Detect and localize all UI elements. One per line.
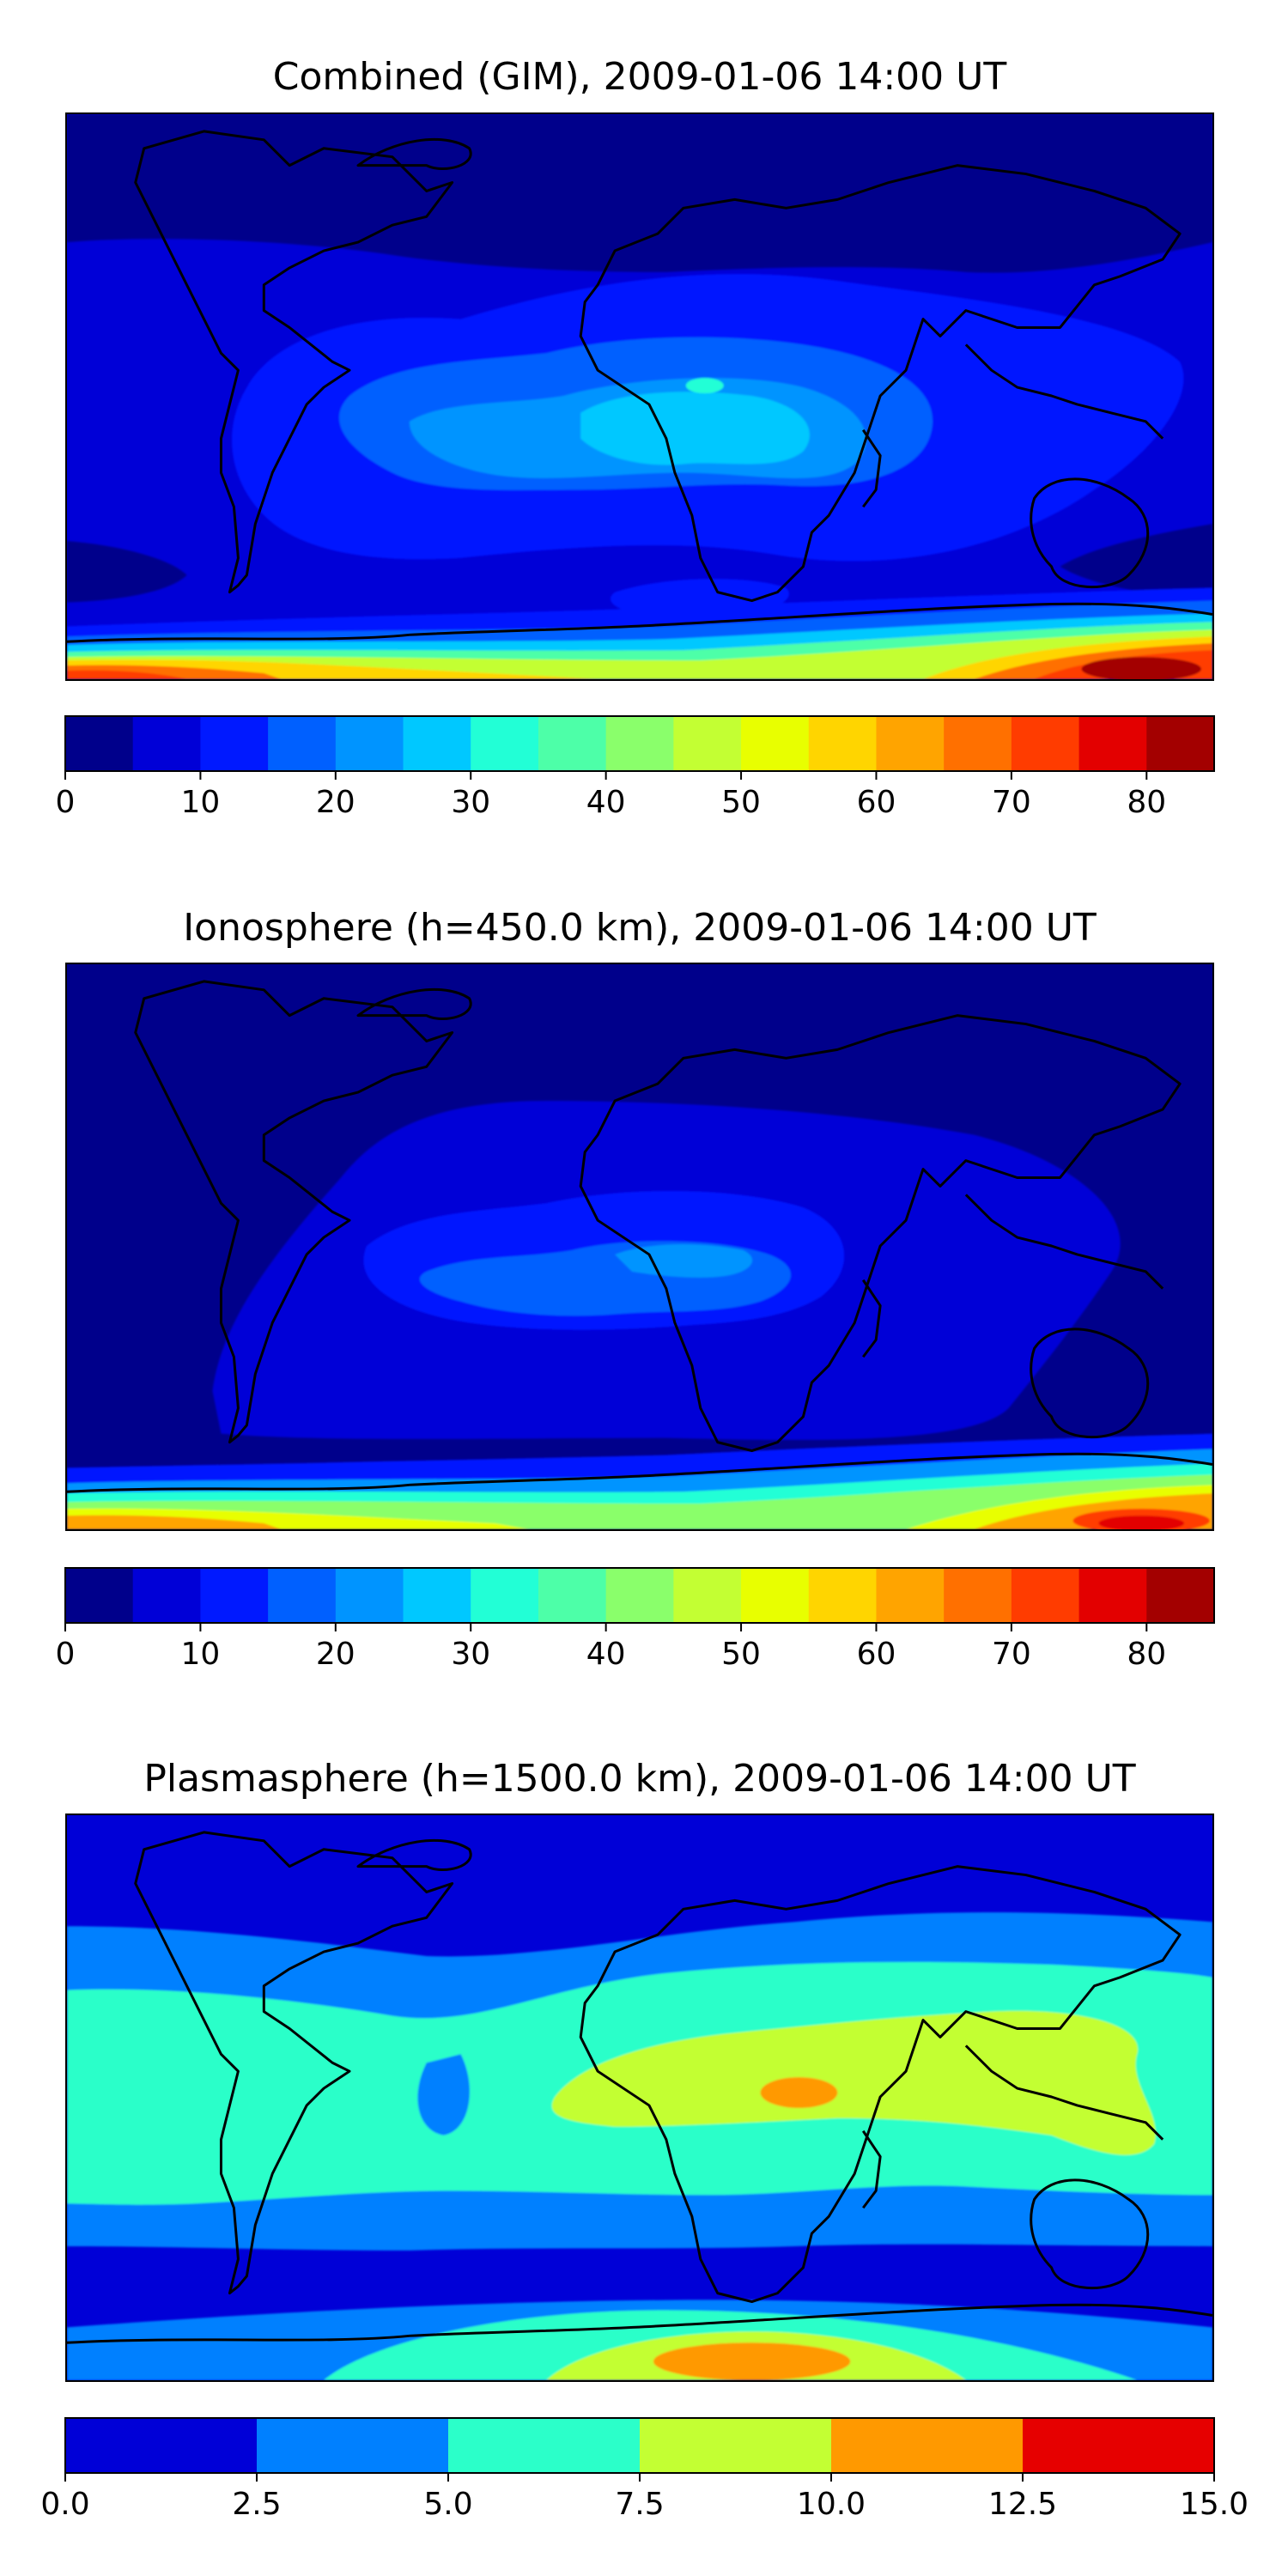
- colorbar-segment: [268, 1568, 337, 1623]
- colorbar-segment: [65, 2418, 258, 2473]
- contour-south-40: [67, 1474, 1212, 1529]
- contour-south-60: [67, 1515, 282, 1529]
- colorbar-segment: [257, 2418, 449, 2473]
- colorbar-segment: [605, 1568, 674, 1623]
- colorbar-segment: [335, 716, 404, 771]
- contour-south-75-east: [1098, 1516, 1185, 1529]
- colorbar-tick-label: 80: [1127, 785, 1166, 820]
- colorbar-tick-label: 0: [56, 785, 76, 820]
- chart-title-ionosphere: Ionosphere (h=450.0 km), 2009-01-06 14:0…: [183, 906, 1097, 950]
- colorbar-segment: [200, 716, 269, 771]
- colorbar-segment: [1023, 2418, 1215, 2473]
- colorbar-tick-label: 10: [181, 785, 221, 820]
- colorbar-tick-label: 12.5: [988, 2487, 1057, 2522]
- colorbar-segment: [876, 716, 945, 771]
- colorbar-segment: [65, 1568, 134, 1623]
- colorbar-segment: [741, 1568, 810, 1623]
- colorbar-tick-label: 70: [992, 1637, 1031, 1672]
- colorbar-segment: [65, 716, 134, 771]
- colorbar-segment: [1011, 1568, 1080, 1623]
- colorbar-segment: [1146, 716, 1215, 771]
- colorbar-frame: [64, 715, 1215, 772]
- colorbar-segment: [1011, 716, 1080, 771]
- colorbar-frame: [64, 1567, 1215, 1624]
- contour-south-10: [653, 2342, 851, 2380]
- colorbar-segment: [471, 1568, 539, 1623]
- colorbar-segment: [335, 1568, 404, 1623]
- contour-level-25: [580, 392, 810, 465]
- contour-low-west: [67, 540, 187, 603]
- colorbar-segment: [403, 716, 471, 771]
- colorbar-tick-label: 30: [451, 1637, 490, 1672]
- colorbar-segment: [605, 716, 674, 771]
- colorbar-ionosphere: 0 10 20 30 40 50 60 70 80: [56, 1567, 1215, 1672]
- contour-south-75: [67, 670, 187, 679]
- colorbar-segment: [876, 1568, 945, 1623]
- colorbar-tick-label: 50: [721, 1637, 761, 1672]
- contour-level-7-5: [551, 2010, 1156, 2155]
- coastlines: [67, 1831, 1212, 2344]
- colorbar-segment: [471, 716, 539, 771]
- colorbar-segment: [132, 716, 201, 771]
- colorbar-segment: [448, 2418, 641, 2473]
- contour-south-80-east: [1081, 657, 1202, 679]
- colorbar-segment: [808, 1568, 877, 1623]
- colorbar-tick-label: 40: [586, 785, 626, 820]
- map-plasmasphere: [65, 1814, 1214, 2382]
- colorbar-tick-label: 20: [316, 785, 355, 820]
- contour-north-polar-cap: [67, 114, 1212, 273]
- contour-low-east: [1060, 524, 1212, 599]
- colorbar-segment: [200, 1568, 269, 1623]
- colorbar-segment: [741, 716, 810, 771]
- coastlines: [67, 130, 1212, 643]
- colorbar-tick-label: 7.5: [615, 2487, 664, 2522]
- colorbar-tick-label: 30: [451, 785, 490, 820]
- colorbar-tick-label: 60: [857, 1637, 896, 1672]
- contour-level-20: [615, 1244, 753, 1278]
- colorbar-segment: [673, 1568, 742, 1623]
- colorbar-tick-label: 2.5: [232, 2487, 281, 2522]
- colorbar-segment: [268, 716, 337, 771]
- colorbar-combined: 0 10 20 30 40 50 60 70 80: [56, 715, 1215, 820]
- colorbar-tick-label: 40: [586, 1637, 626, 1672]
- colorbar-tick-label: 5.0: [423, 2487, 472, 2522]
- colorbar-plasmasphere: 0.0 2.5 5.0 7.5 10.0 12.5 15.0: [40, 2417, 1249, 2522]
- colorbar-tick-label: 0: [56, 1637, 76, 1672]
- map-combined: [65, 112, 1214, 681]
- colorbar-segment: [538, 1568, 607, 1623]
- chart-title-combined: Combined (GIM), 2009-01-06 14:00 UT: [272, 55, 1007, 99]
- colorbar-tick-label: 0.0: [40, 2487, 89, 2522]
- coastlines: [67, 980, 1212, 1493]
- chart-title-plasmasphere: Plasmasphere (h=1500.0 km), 2009-01-06 1…: [143, 1757, 1136, 1801]
- colorbar-segment: [673, 716, 742, 771]
- colorbar-tick-label: 60: [857, 785, 896, 820]
- colorbar-segment: [403, 1568, 471, 1623]
- colorbar-tick-label: 70: [992, 785, 1031, 820]
- colorbar-tick-label: 10: [181, 1637, 221, 1672]
- colorbar-segment: [132, 1568, 201, 1623]
- colorbar-segment: [1078, 1568, 1147, 1623]
- colorbar-segment: [944, 1568, 1012, 1623]
- colorbar-segment: [1146, 1568, 1215, 1623]
- colorbar-segment: [538, 716, 607, 771]
- colorbar-segment: [808, 716, 877, 771]
- colorbar-segment: [831, 2418, 1024, 2473]
- colorbar-segment: [944, 716, 1012, 771]
- colorbar-tick-label: 50: [721, 785, 761, 820]
- contour-level-30: [685, 378, 724, 394]
- colorbar-segment: [1078, 716, 1147, 771]
- colorbar-tick-label: 15.0: [1180, 2487, 1249, 2522]
- contour-level-2-5-notch: [417, 2054, 470, 2136]
- colorbar-segment: [640, 2418, 832, 2473]
- colorbar-tick-label: 20: [316, 1637, 355, 1672]
- map-ionosphere: [65, 963, 1214, 1531]
- colorbar-tick-label: 80: [1127, 1637, 1166, 1672]
- contour-level-10: [760, 2077, 838, 2108]
- colorbar-tick-label: 10.0: [797, 2487, 866, 2522]
